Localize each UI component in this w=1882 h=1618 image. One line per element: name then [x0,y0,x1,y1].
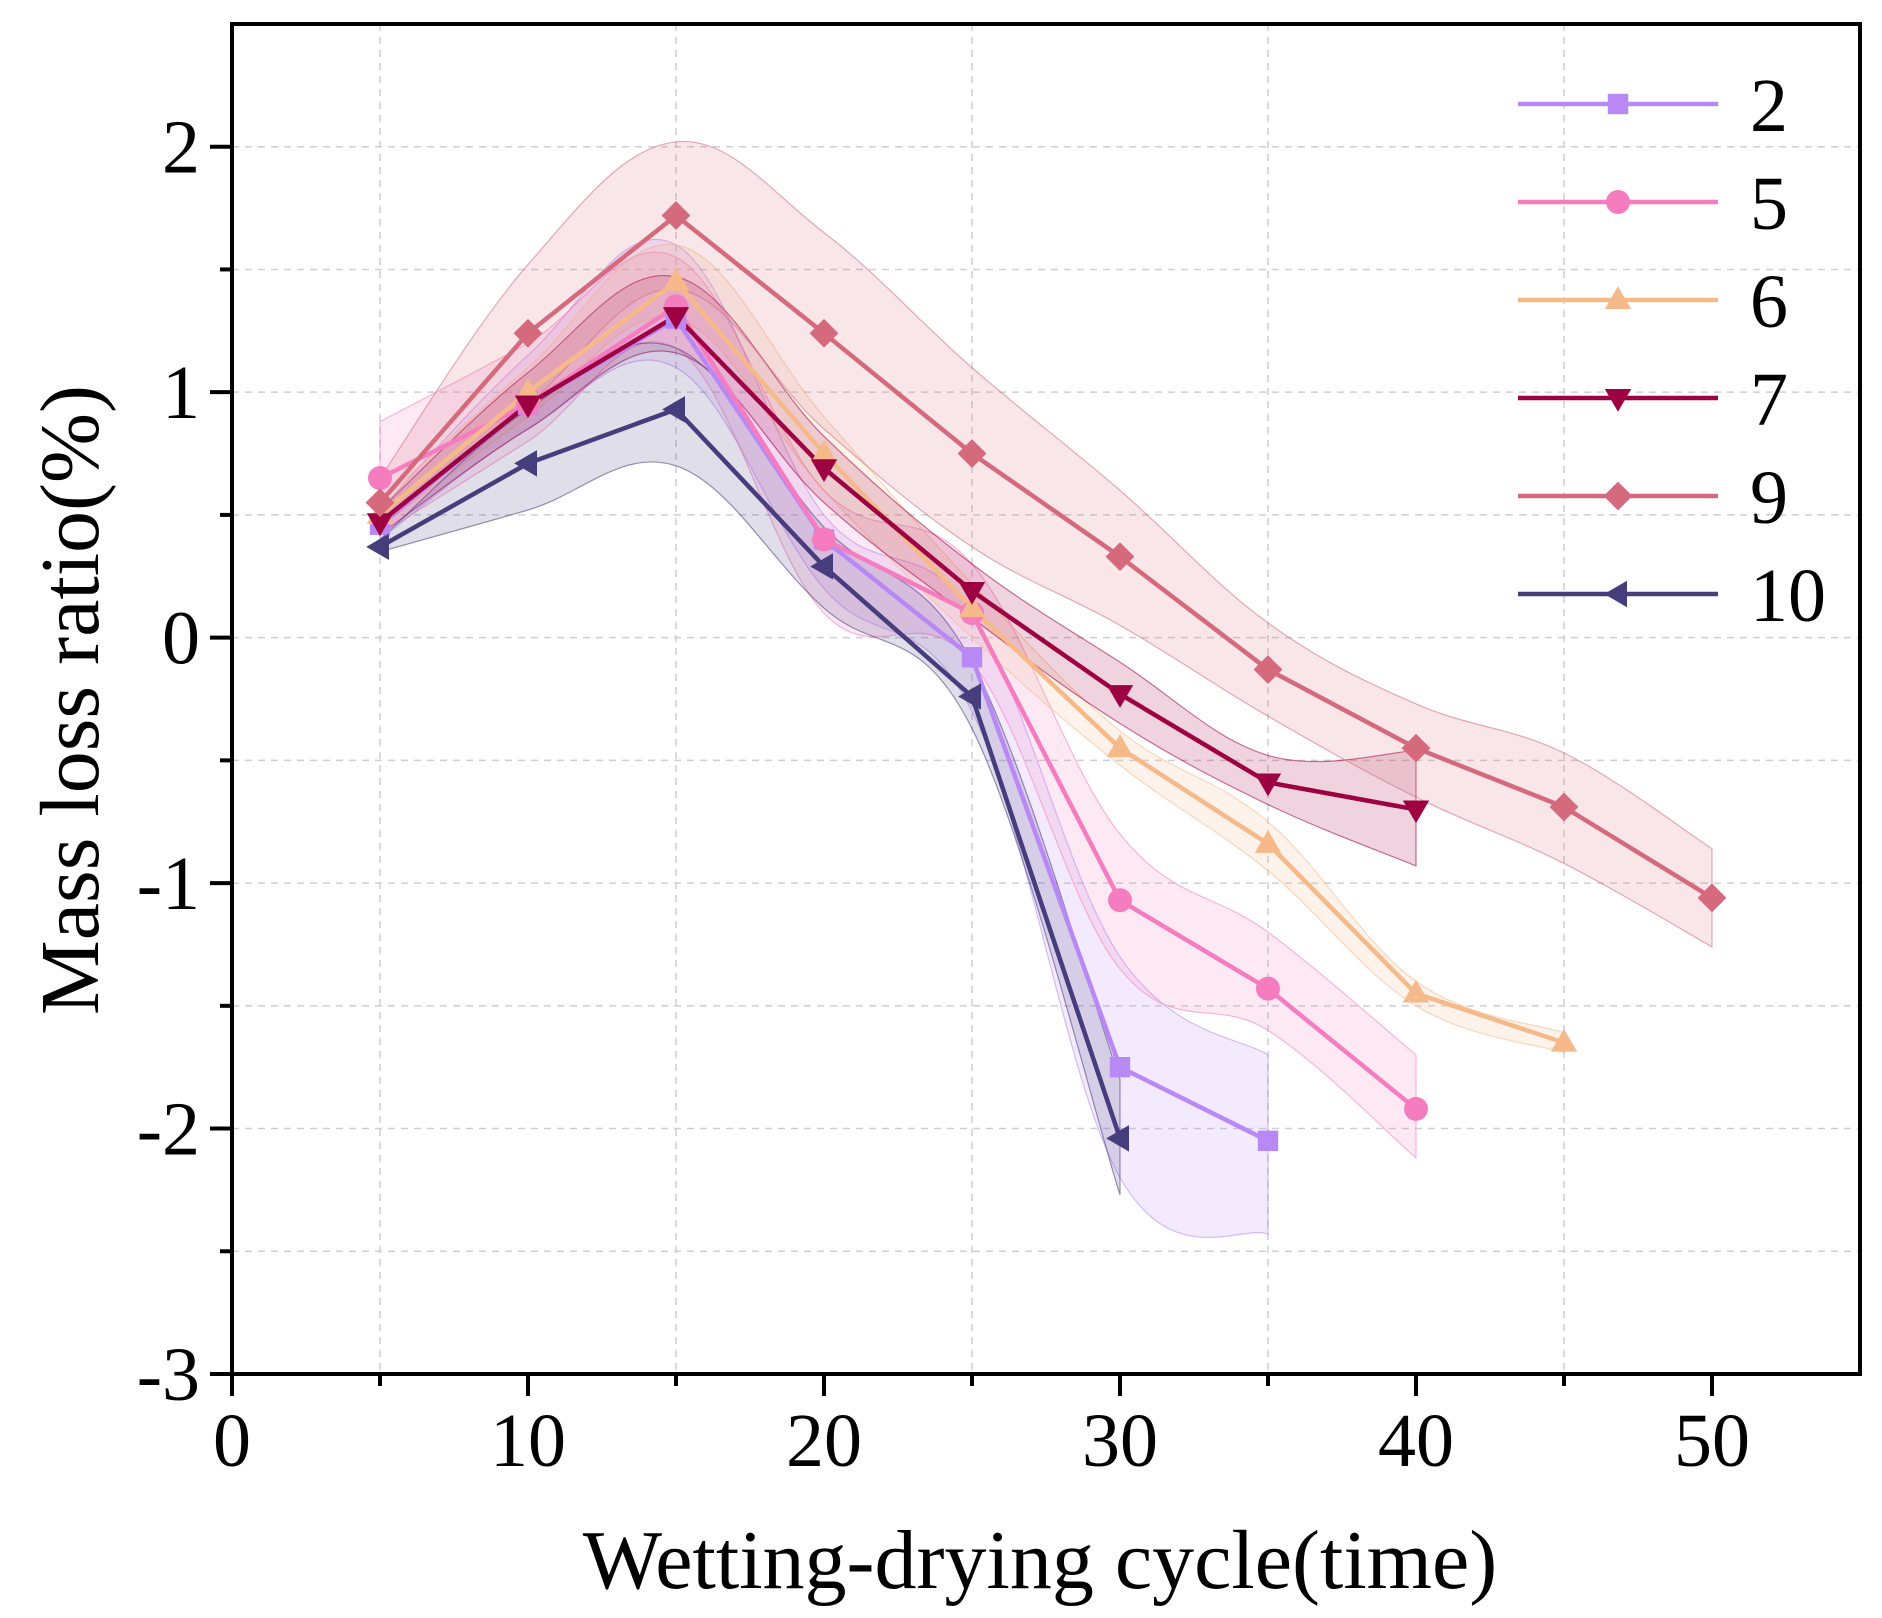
x-tick-label: 50 [1674,1399,1750,1483]
y-tick-label: -2 [137,1088,200,1172]
legend-item-7: 7 [1518,358,1788,442]
legend-marker [1603,481,1633,511]
y-tick-label: -3 [137,1333,200,1417]
point-series-9 [1549,792,1579,822]
point-series-7 [514,395,542,419]
point-series-5 [812,527,836,552]
legend-label: 2 [1750,64,1788,148]
marker-layer [365,201,1727,1152]
axis-layer: 0 10 20 30 40 50 -3 -2 -1 0 1 2 [137,22,1862,1483]
legend-marker [1607,93,1629,115]
legend-label: 6 [1750,260,1788,344]
band-series-9 [379,140,1713,948]
legend-marker [1604,286,1632,309]
point-series-9 [661,201,691,230]
point-series-2 [1109,1056,1131,1078]
x-axis-title: Wetting-drying cycle(time) [583,1514,1498,1607]
legend-marker [1604,580,1627,608]
point-series-9 [1401,733,1431,763]
legend-label: 5 [1750,162,1788,246]
band-series-2 [379,238,1269,1239]
legend-label: 7 [1750,358,1788,442]
point-series-2 [961,647,983,668]
point-series-10 [662,396,685,423]
point-series-6 [1402,979,1430,1003]
point-series-6 [1550,1028,1578,1052]
point-series-5 [1108,888,1132,913]
point-series-7 [1402,800,1430,824]
legend-item-2: 2 [1518,64,1788,148]
point-series-7 [810,459,838,483]
band-series-10 [379,342,1121,1196]
point-series-5 [368,466,392,491]
point-series-5 [1404,1096,1428,1121]
x-tick-label: 20 [786,1399,862,1483]
point-series-7 [366,513,394,537]
line-series-7 [378,313,1417,812]
point-series-7 [1254,773,1282,797]
legend: 2 5 6 7 9 10 [1518,64,1826,638]
plot-frame [230,22,1862,1376]
point-series-5 [1256,976,1280,1001]
legend-marker [1606,190,1630,214]
band-series-5 [379,251,1417,1160]
line-series-10 [378,407,1123,1140]
point-series-6 [1106,734,1134,758]
y-tick-label: 2 [162,106,200,190]
point-series-6 [810,439,838,463]
legend-item-9: 9 [1518,456,1788,540]
y-axis-title: Mass loss ratio(%) [24,385,117,1015]
x-tick-label: 30 [1082,1399,1158,1483]
point-series-7 [662,307,690,330]
legend-item-10: 10 [1518,554,1826,638]
x-tick-label: 10 [490,1399,566,1483]
legend-item-5: 5 [1518,162,1788,246]
point-series-9 [957,439,987,468]
y-tick-label: 1 [162,351,200,435]
point-series-9 [1253,655,1283,684]
point-series-9 [1105,542,1135,572]
point-series-10 [810,553,833,580]
point-series-9 [809,318,839,348]
point-series-2 [1257,1130,1279,1152]
x-tick-label: 40 [1378,1399,1454,1483]
legend-label: 10 [1750,554,1826,638]
legend-label: 9 [1750,456,1788,540]
point-series-10 [958,683,981,710]
point-series-9 [513,318,543,348]
point-series-6 [1254,830,1282,853]
y-tick-label: 0 [162,597,200,681]
point-series-10 [1106,1125,1129,1152]
legend-item-6: 6 [1518,260,1788,344]
point-series-9 [1697,883,1727,913]
line-series-9 [378,213,1714,900]
point-series-6 [662,267,690,291]
point-series-10 [366,533,389,561]
point-series-7 [1106,685,1134,708]
legend-marker [1604,389,1632,412]
point-series-6 [958,594,986,618]
point-series-7 [958,582,986,605]
y-tick-label: -1 [137,842,200,926]
point-series-9 [365,488,395,518]
x-tick-label: 0 [213,1399,251,1483]
point-series-10 [514,450,537,477]
